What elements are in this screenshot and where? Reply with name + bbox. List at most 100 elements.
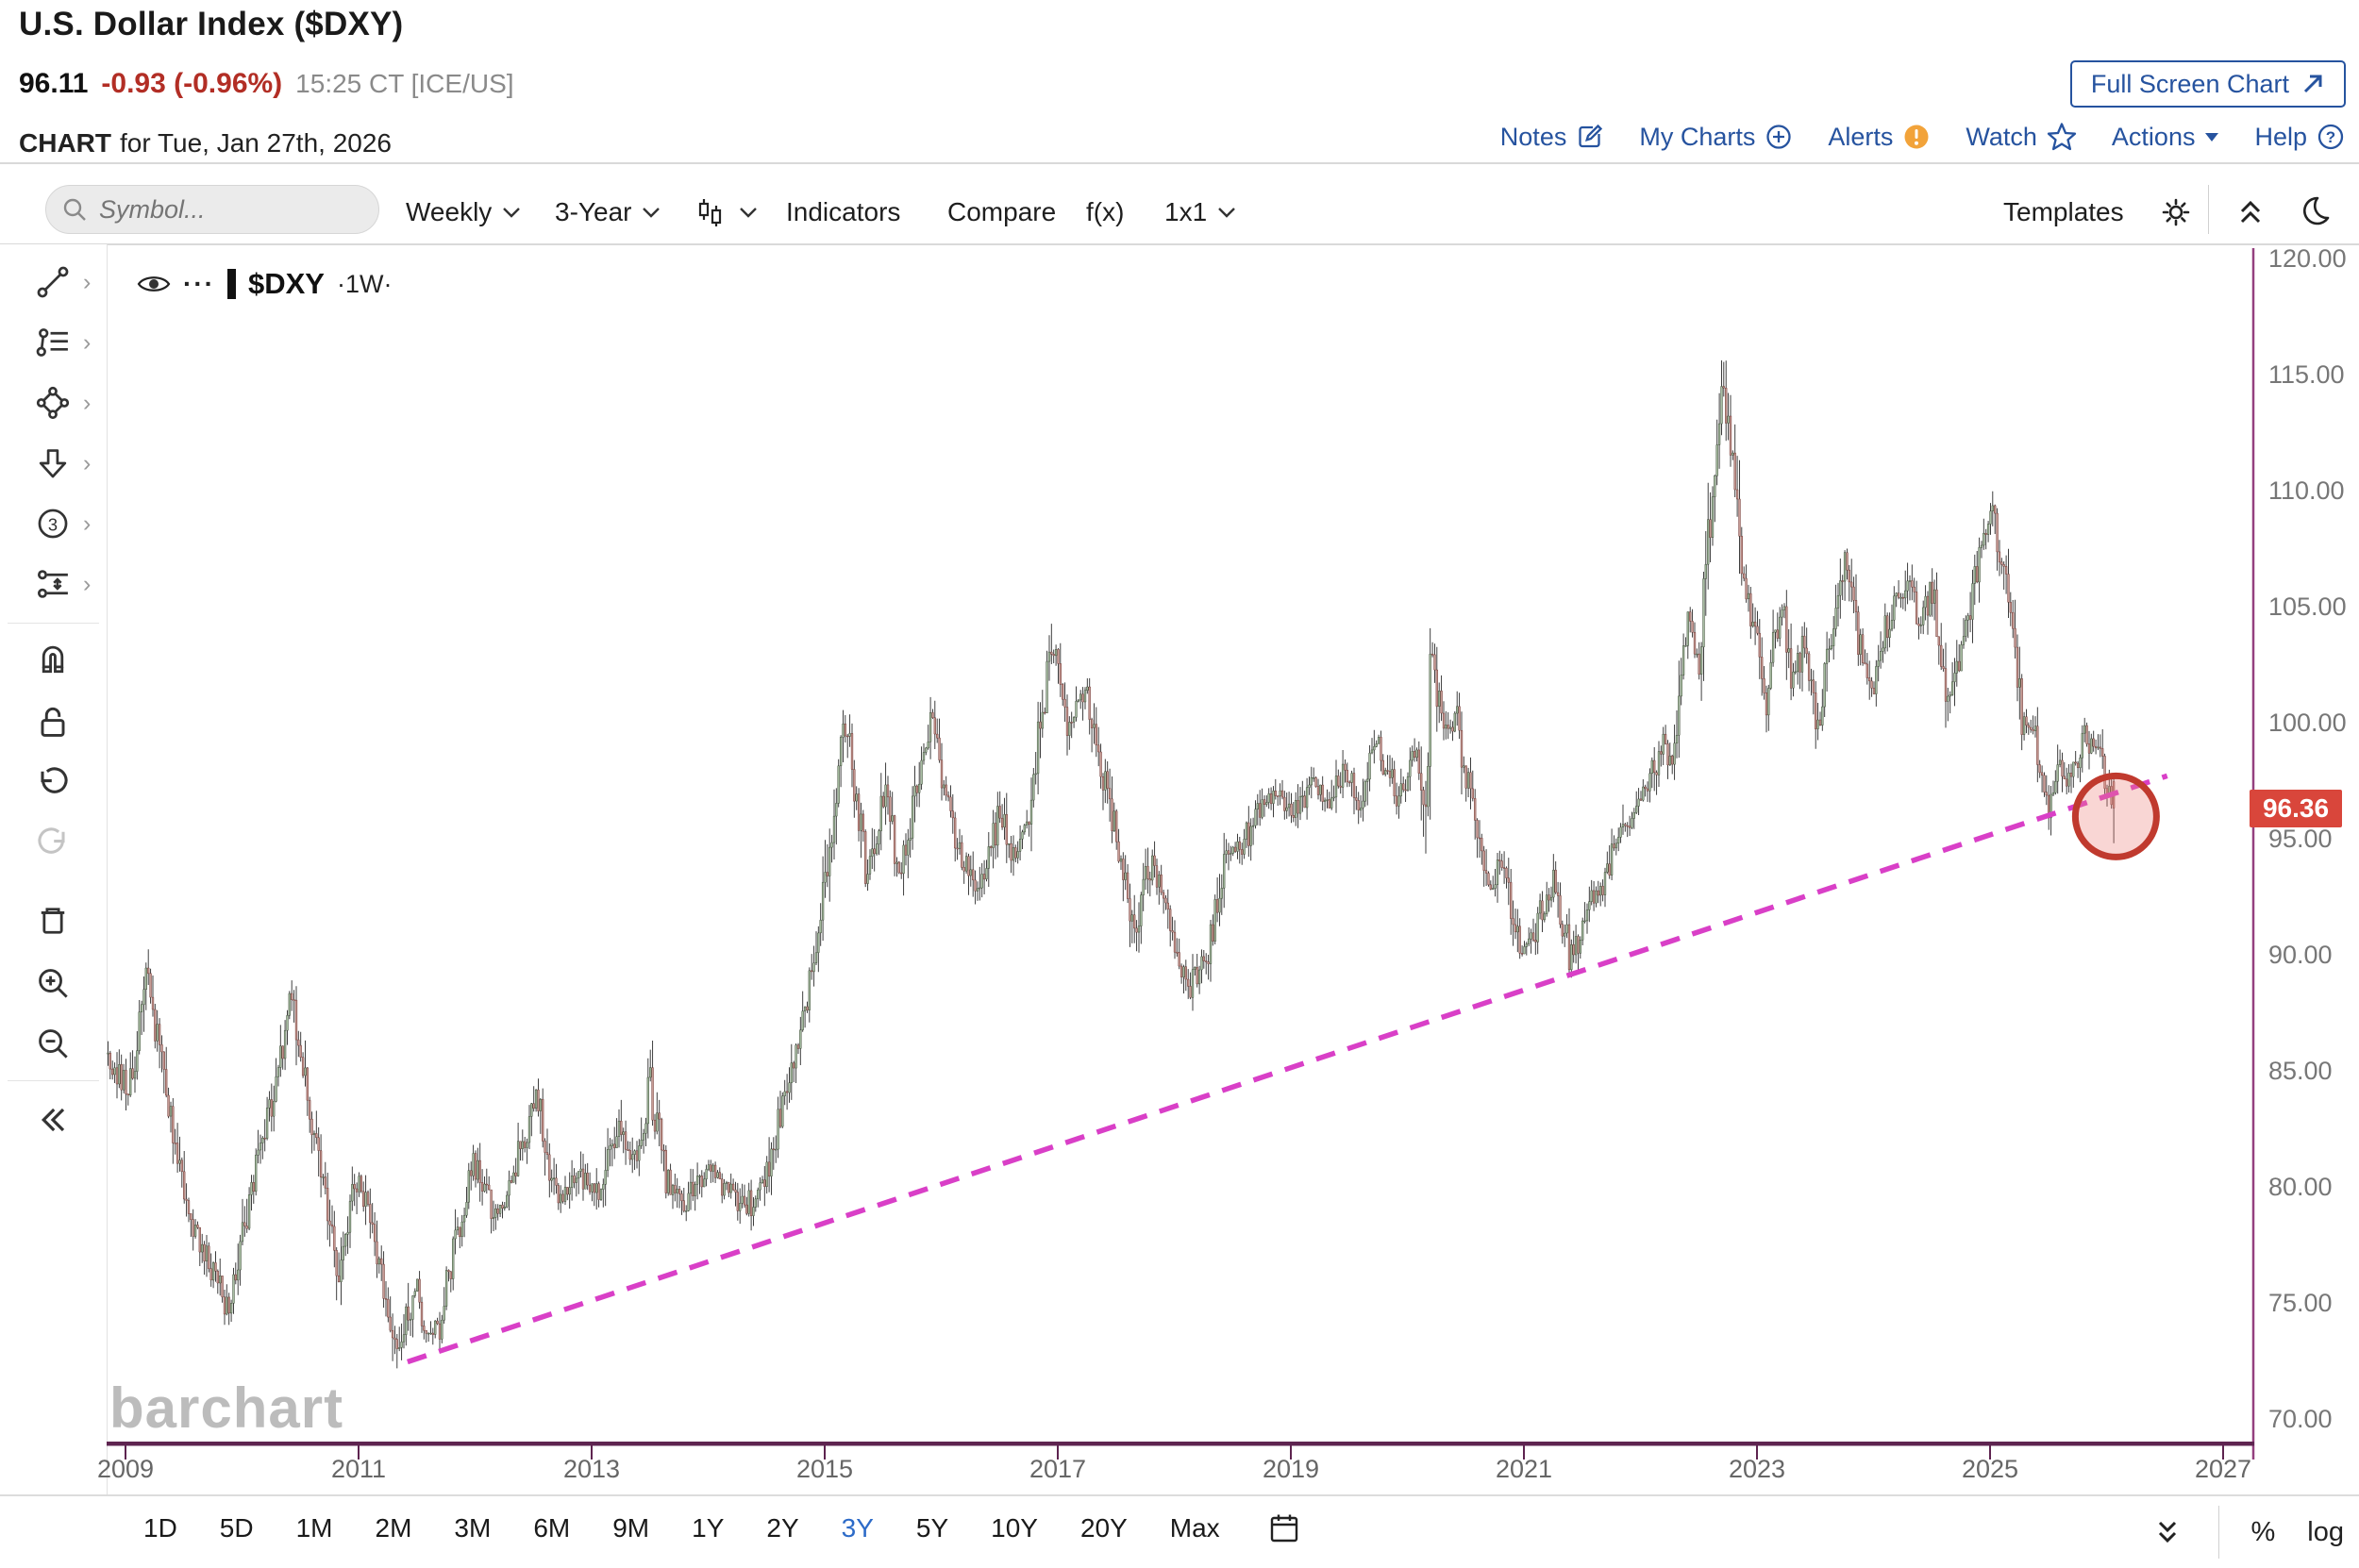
arrow-annotation-tool-button[interactable] [32,442,74,484]
x-axis-label: 2027 [2194,1455,2252,1483]
fullscreen-chart-label: Full Screen Chart [2090,69,2289,98]
header-menu-notes[interactable]: Notes [1500,122,1606,152]
y-axis-label: 90.00 [2268,941,2333,969]
chart-date-row: CHART for Tue, Jan 27th, 2026 [19,128,392,158]
unlock-button[interactable] [32,702,74,743]
page-title: U.S. Dollar Index ($DXY) [19,6,404,42]
expressions-button[interactable]: f(x) [1086,192,1124,233]
compare-button[interactable]: Compare [947,192,1056,233]
tool-submenu-chevron[interactable]: › [83,329,92,356]
chart-type-dropdown[interactable] [694,192,759,233]
range-button-20y[interactable]: 20Y [1079,1513,1128,1543]
range-button-9m[interactable]: 9M [612,1513,650,1543]
legend-symbol: $DXY [247,267,325,300]
chart-settings-button[interactable] [2157,192,2195,233]
indicator-settings-tool-button[interactable] [32,563,74,605]
y-axis-label: 85.00 [2268,1057,2333,1085]
bottom-divider [2217,1506,2219,1559]
y-axis-label: 110.00 [2268,476,2345,505]
frequency-dropdown[interactable]: Weekly [406,192,522,233]
range-button-2m[interactable]: 2M [375,1513,412,1543]
range-button-3y[interactable]: 3Y [841,1513,874,1543]
header-menu-actions[interactable]: Actions [2112,123,2221,152]
redo-button[interactable] [32,823,74,864]
fibonacci-tool-button[interactable] [32,322,74,363]
header-menu-label: Alerts [1828,122,1894,151]
chart-label: CHART [19,128,111,158]
chevron-down-icon [738,206,759,219]
dark-mode-toggle[interactable] [2295,192,2333,233]
chart-legend: ··· $DXY ·1W· [137,267,392,301]
range-button-1d[interactable]: 1D [143,1513,177,1543]
fx-label: f(x) [1086,197,1125,226]
header-menu-help[interactable]: Help? [2254,122,2346,152]
x-axis-label: 2023 [1728,1455,1786,1483]
tool-submenu-chevron[interactable]: › [83,390,92,416]
zoom-in-button[interactable] [32,962,74,1004]
eye-icon[interactable] [137,272,171,296]
annotation-circle[interactable] [2071,772,2160,860]
range-button-3m[interactable]: 3M [454,1513,492,1543]
chevron-down-icon [501,206,522,219]
range-button-max[interactable]: Max [1169,1513,1220,1543]
magnet-button[interactable] [32,642,74,683]
undo-button[interactable] [32,762,74,804]
percent-scale-button[interactable]: % [2250,1516,2276,1547]
double-chevron-down-icon[interactable] [2149,1513,2186,1551]
calendar-icon[interactable] [1266,1510,1302,1546]
symbol-search-input[interactable] [97,193,327,225]
fullscreen-chart-button[interactable]: Full Screen Chart [2069,60,2346,108]
range-dropdown[interactable]: 3-Year [555,192,661,233]
toolbar-divider-bottom [0,243,2359,245]
frequency-label: Weekly [406,197,493,226]
templates-button[interactable]: Templates [2003,192,2124,233]
x-axis-label: 2019 [1262,1455,1320,1483]
bottom-toolbar: 1D 5D 1M 2M 3M 6M 9M 1Y 2Y 3Y 5Y 10Y 20Y Max % log [0,1494,2359,1568]
y-axis-label: 95.00 [2268,825,2333,853]
layout-label: 1x1 [1164,197,1208,226]
header-menu-my-charts[interactable]: My Charts [1639,122,1794,152]
shapes-tool-icon [32,382,74,424]
layout-dropdown[interactable]: 1x1 [1164,192,1237,233]
range-button-5d[interactable]: 5D [219,1513,254,1543]
zoom-out-button[interactable] [32,1023,74,1064]
trend-line-tool-button[interactable] [32,261,74,303]
tool-submenu-chevron[interactable]: › [83,269,92,295]
collapse-sidebar-button[interactable] [32,1099,74,1141]
chevron-down-icon [641,206,661,219]
chevron-down-icon [1216,206,1237,219]
indicator-settings-tool-icon [32,563,74,605]
tool-submenu-chevron[interactable]: › [83,450,92,476]
up-candles [107,386,2111,1349]
range-button-1y[interactable]: 1Y [692,1513,725,1543]
x-axis-label: 2017 [1029,1455,1087,1483]
indicators-button[interactable]: Indicators [786,192,900,233]
tool-submenu-chevron[interactable]: › [83,571,92,597]
log-scale-button[interactable]: log [2307,1516,2344,1547]
header-menu: Notes My Charts Alerts Watch Actions Help? [1500,121,2346,153]
header-menu-alerts[interactable]: Alerts [1828,122,1932,152]
support-trendline[interactable] [407,773,2168,1365]
trend-line-tool-icon [32,261,74,303]
tool-submenu-chevron[interactable]: › [83,510,92,537]
elliott-wave-tool-button[interactable]: 3 [32,503,74,544]
fibonacci-tool-icon [32,322,74,363]
range-button-6m[interactable]: 6M [533,1513,571,1543]
shapes-tool-button[interactable] [32,382,74,424]
range-button-1m[interactable]: 1M [295,1513,333,1543]
range-button-2y[interactable]: 2Y [766,1513,799,1543]
collapse-header-button[interactable] [2233,192,2268,233]
header-menu-label: Actions [2111,122,2196,151]
header-menu-watch[interactable]: Watch [1966,121,2078,153]
range-label: 3-Year [555,197,632,226]
symbol-search[interactable] [45,185,379,234]
legend-menu-dots[interactable]: ··· [183,269,215,298]
gear-icon [2157,193,2195,231]
range-button-5y[interactable]: 5Y [915,1513,949,1543]
range-button-10y[interactable]: 10Y [991,1513,1038,1543]
indicators-label: Indicators [786,197,901,226]
x-axis-label: 2011 [330,1455,387,1483]
last-price-badge: 96.36 [2250,790,2342,827]
trash-button[interactable] [32,900,74,942]
